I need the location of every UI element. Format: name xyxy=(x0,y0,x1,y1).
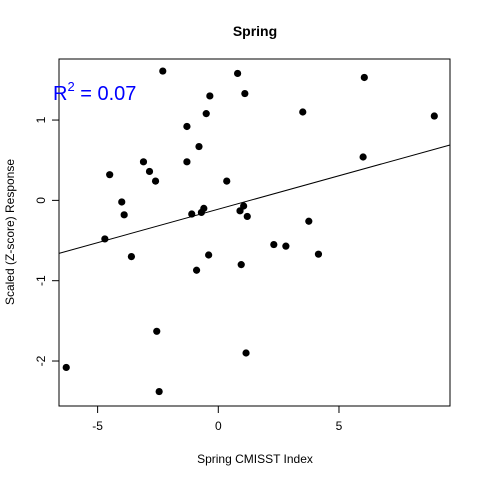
data-point xyxy=(241,89,249,98)
y-tick-label: -1 xyxy=(34,275,48,286)
data-point xyxy=(240,202,248,210)
data-point xyxy=(200,204,208,213)
data-point xyxy=(101,235,109,243)
x-axis: -5 0 5 xyxy=(92,405,343,433)
data-point xyxy=(145,167,154,176)
data-point xyxy=(188,210,196,218)
data-point xyxy=(118,198,126,206)
regression-line xyxy=(58,144,451,254)
data-point xyxy=(360,73,368,82)
data-point xyxy=(106,171,114,179)
data-point xyxy=(127,252,136,261)
y-axis-label: Scaled (Z-score) Response xyxy=(3,159,17,305)
y-axis: -2 -1 0 1 xyxy=(34,116,60,366)
data-point xyxy=(299,108,307,116)
r-squared-value: = 0.07 xyxy=(75,83,137,105)
plot-area xyxy=(58,58,451,407)
data-point xyxy=(120,211,128,219)
data-point xyxy=(270,240,278,249)
chart-title: Spring xyxy=(233,23,277,39)
fit-line-layer xyxy=(58,144,451,254)
data-point xyxy=(205,251,213,259)
data-point xyxy=(62,363,70,372)
data-point xyxy=(359,153,367,161)
data-point xyxy=(237,261,245,269)
points-layer xyxy=(62,67,438,396)
y-tick-label: 1 xyxy=(34,116,48,123)
y-tick-label: -2 xyxy=(34,355,48,366)
data-point xyxy=(183,158,191,166)
x-tick-label: -5 xyxy=(92,419,103,433)
data-point xyxy=(223,177,231,185)
data-point xyxy=(195,142,203,151)
data-point xyxy=(430,112,438,120)
data-point xyxy=(192,266,201,274)
data-point xyxy=(242,349,250,357)
data-point xyxy=(153,327,161,335)
data-point xyxy=(234,69,242,78)
data-point xyxy=(282,242,290,250)
data-point xyxy=(139,158,148,166)
data-point xyxy=(151,177,160,185)
data-point xyxy=(314,250,323,258)
x-axis-label: Spring CMISST Index xyxy=(197,452,313,466)
data-point xyxy=(206,92,214,100)
x-tick-label: 0 xyxy=(215,419,222,433)
data-point xyxy=(183,122,191,131)
data-point xyxy=(159,67,167,75)
data-point xyxy=(305,217,313,225)
r-squared-prefix: R xyxy=(53,83,67,105)
y-tick-label: 0 xyxy=(34,197,48,204)
x-tick-label: 5 xyxy=(336,419,343,433)
data-point xyxy=(155,387,163,396)
r-squared-superscript: 2 xyxy=(67,79,74,94)
plot-frame xyxy=(58,58,451,407)
r-squared-annotation: R2 = 0.07 xyxy=(53,79,136,105)
data-point xyxy=(243,212,251,221)
data-point xyxy=(202,110,210,118)
